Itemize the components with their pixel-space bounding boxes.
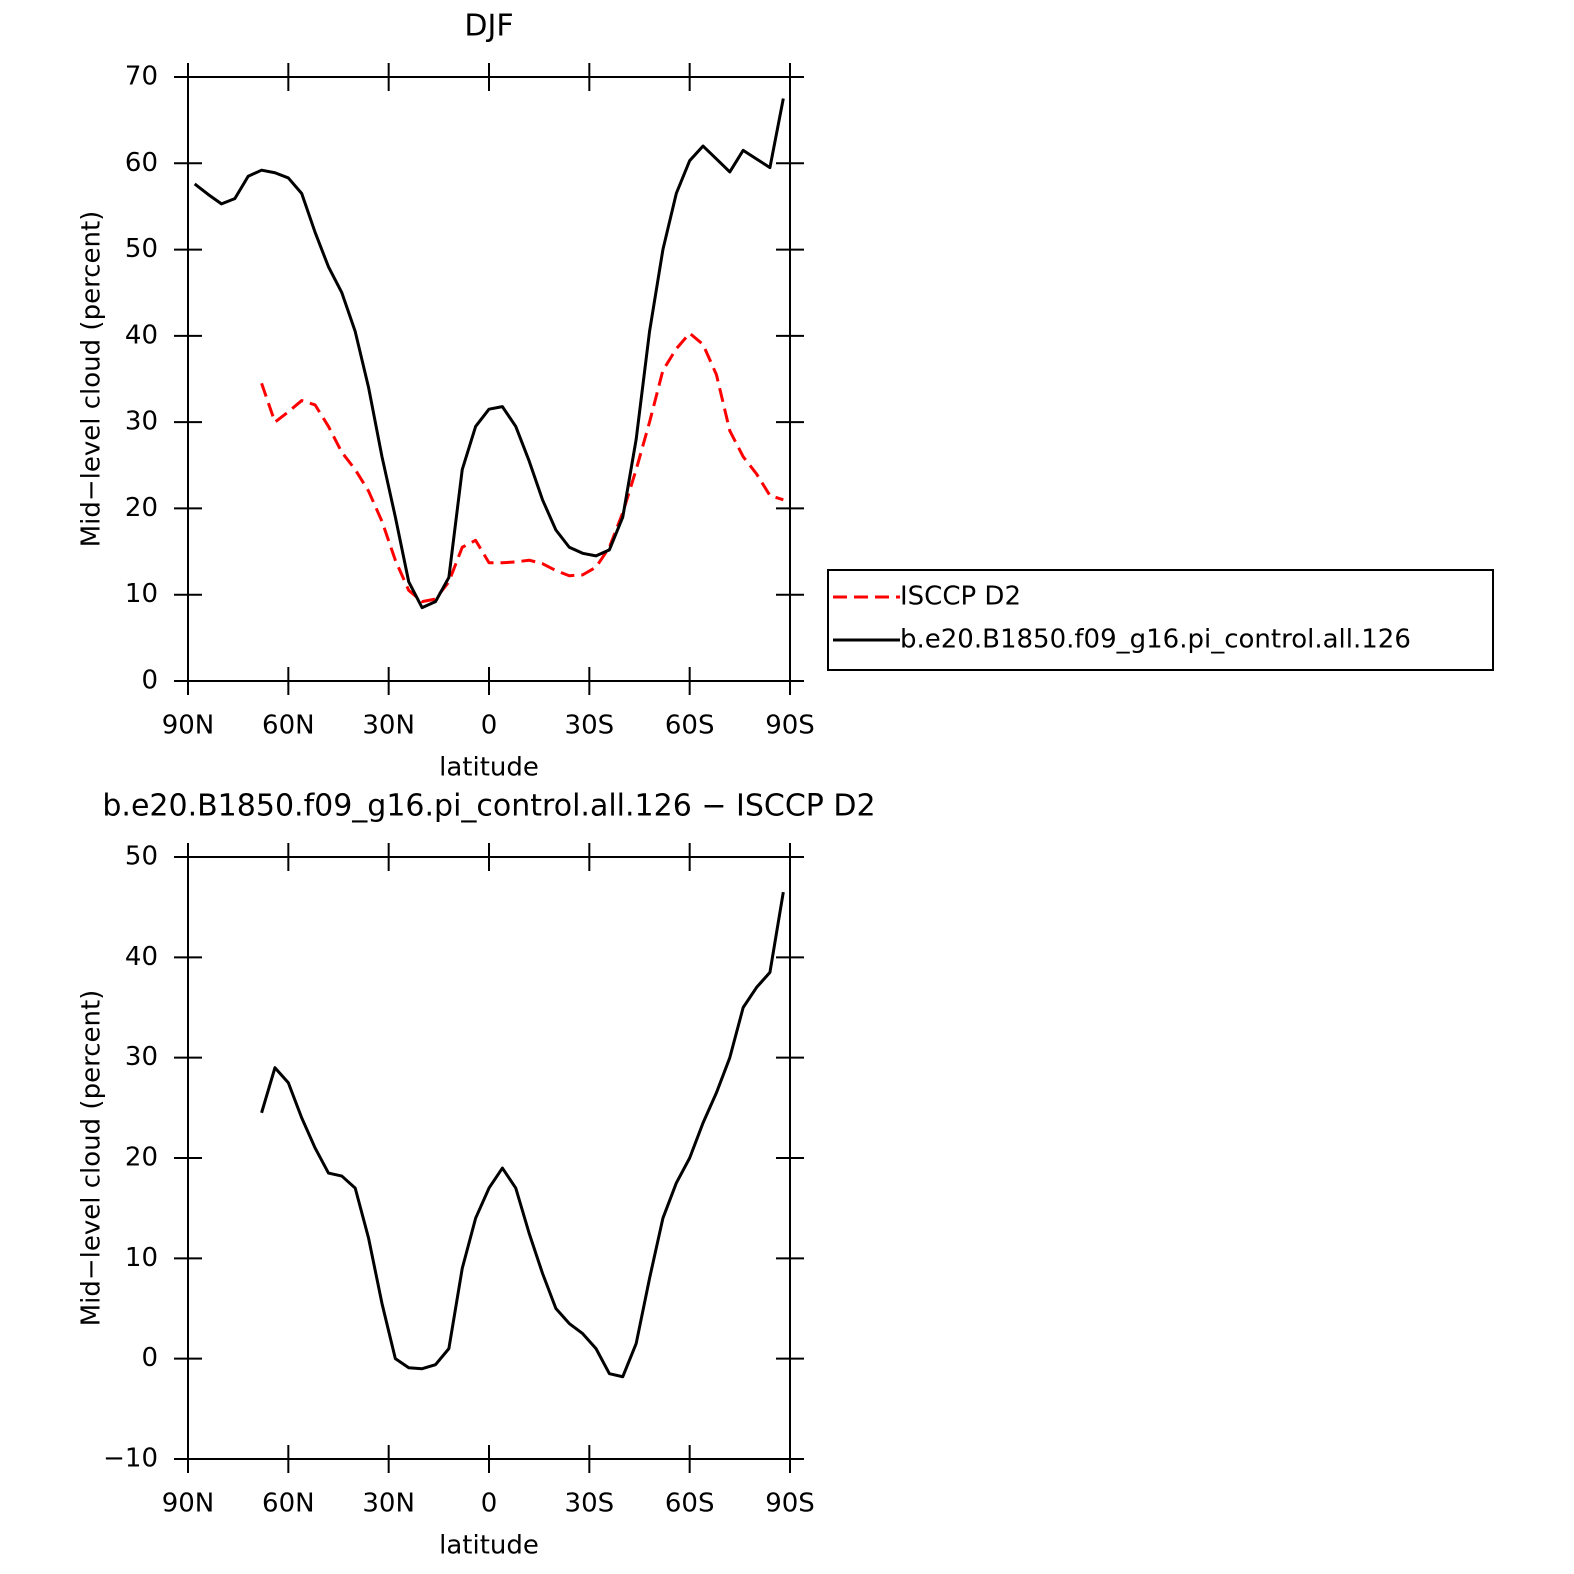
legend-label: ISCCP D2 <box>900 582 1021 612</box>
data-line <box>193 98 785 610</box>
y-tick-label: 20 <box>125 1143 158 1173</box>
x-tick-label: 60N <box>262 711 315 741</box>
y-tick-label: 10 <box>125 579 158 609</box>
y-tick-label: 0 <box>141 666 158 696</box>
y-axis-label: Mid−level cloud (percent) <box>77 211 107 548</box>
y-tick-label: 40 <box>125 942 158 972</box>
data-line <box>260 891 785 1379</box>
x-axis-label: latitude <box>439 1531 539 1561</box>
y-tick-label: 50 <box>125 842 158 872</box>
x-tick-label: 90S <box>765 1489 815 1519</box>
y-tick-label: 0 <box>141 1343 158 1373</box>
y-tick-label: 20 <box>125 493 158 523</box>
legend-box <box>827 569 1494 671</box>
y-tick-label: −10 <box>103 1444 158 1474</box>
x-tick-label: 30S <box>565 1489 615 1519</box>
x-axis-label: latitude <box>439 753 539 783</box>
y-tick-label: 10 <box>125 1243 158 1273</box>
y-tick-label: 30 <box>125 407 158 437</box>
chart-title: DJF <box>464 9 513 44</box>
legend-label: b.e20.B1850.f09_g16.pi_control.all.126 <box>900 625 1411 655</box>
x-tick-label: 60S <box>665 1489 715 1519</box>
x-tick-label: 30S <box>565 711 615 741</box>
y-tick-label: 40 <box>125 320 158 350</box>
plot-frame <box>187 76 791 682</box>
x-tick-label: 0 <box>481 1489 498 1519</box>
y-tick-label: 50 <box>125 234 158 264</box>
chart-title: b.e20.B1850.f09_g16.pi_control.all.126 −… <box>102 789 875 824</box>
y-tick-label: 30 <box>125 1042 158 1072</box>
y-tick-label: 60 <box>125 148 158 178</box>
x-tick-label: 90S <box>765 711 815 741</box>
y-axis-label: Mid−level cloud (percent) <box>77 990 107 1327</box>
x-tick-label: 0 <box>481 711 498 741</box>
x-tick-label: 30N <box>362 711 415 741</box>
x-tick-label: 90N <box>162 711 215 741</box>
x-tick-label: 60N <box>262 1489 315 1519</box>
data-line <box>260 331 784 604</box>
x-tick-label: 30N <box>362 1489 415 1519</box>
plot-frame <box>187 856 791 1460</box>
x-tick-label: 60S <box>665 711 715 741</box>
x-tick-label: 90N <box>162 1489 215 1519</box>
y-tick-label: 70 <box>125 62 158 92</box>
